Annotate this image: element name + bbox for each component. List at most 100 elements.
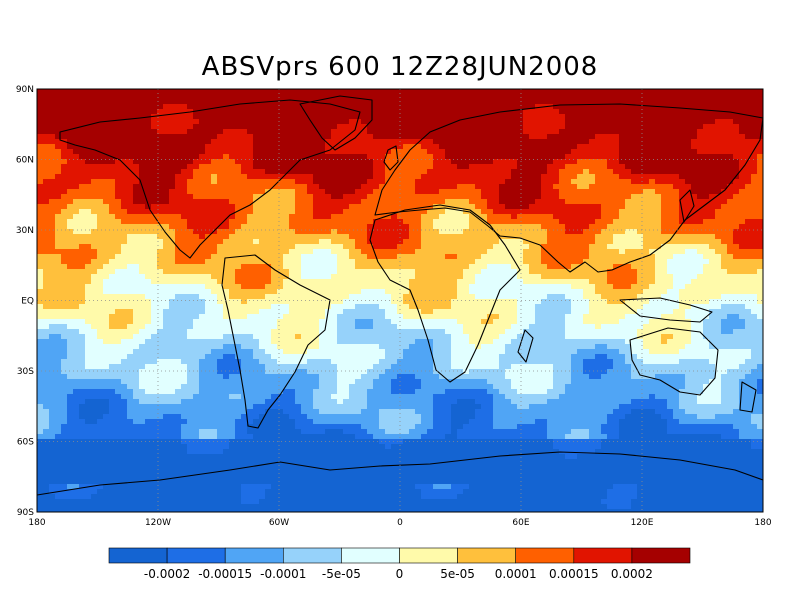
field-cell	[259, 219, 266, 225]
field-cell	[133, 99, 140, 105]
field-cell	[67, 219, 74, 225]
field-cell	[709, 154, 716, 160]
field-cell	[571, 144, 578, 150]
field-cell	[139, 199, 146, 205]
field-cell	[133, 274, 140, 280]
field-cell	[253, 124, 260, 130]
field-cell	[541, 234, 548, 240]
field-cell	[385, 234, 392, 240]
field-cell	[139, 244, 146, 250]
field-cell	[643, 114, 650, 120]
field-cell	[307, 214, 314, 220]
field-cell	[697, 184, 704, 190]
field-cell	[283, 259, 290, 265]
field-cell	[421, 289, 428, 295]
field-cell	[583, 179, 590, 185]
field-cell	[163, 194, 170, 200]
field-cell	[91, 254, 98, 260]
field-cell	[583, 149, 590, 155]
field-cell	[277, 94, 284, 100]
field-cell	[115, 259, 122, 265]
field-cell	[457, 244, 464, 250]
field-cell	[325, 264, 332, 270]
field-cell	[667, 89, 674, 95]
field-cell	[151, 159, 158, 165]
field-cell	[271, 259, 278, 265]
field-cell	[409, 194, 416, 200]
field-cell	[679, 274, 686, 280]
field-cell	[727, 119, 734, 125]
field-cell	[721, 134, 728, 140]
field-cell	[559, 159, 566, 165]
field-cell	[589, 269, 596, 275]
field-cell	[283, 194, 290, 200]
field-cell	[445, 174, 452, 180]
field-cell	[349, 149, 356, 155]
field-cell	[379, 234, 386, 240]
field-cell	[193, 134, 200, 140]
field-cell	[451, 189, 458, 195]
field-cell	[271, 229, 278, 235]
field-cell	[61, 239, 68, 245]
field-cell	[619, 129, 626, 135]
field-cell	[199, 179, 206, 185]
field-cell	[343, 279, 350, 285]
field-cell	[463, 204, 470, 210]
field-cell	[571, 239, 578, 245]
field-cell	[127, 254, 134, 260]
field-cell	[481, 209, 488, 215]
field-cell	[367, 149, 374, 155]
field-cell	[247, 269, 254, 275]
field-cell	[721, 144, 728, 150]
field-cell	[169, 269, 176, 275]
field-cell	[595, 259, 602, 265]
field-cell	[481, 104, 488, 110]
field-cell	[535, 254, 542, 260]
field-cell	[319, 259, 326, 265]
field-cell	[709, 134, 716, 140]
field-cell	[295, 204, 302, 210]
field-cell	[667, 114, 674, 120]
field-cell	[685, 254, 692, 260]
field-cell	[733, 199, 740, 205]
field-cell	[553, 99, 560, 105]
field-cell	[685, 99, 692, 105]
field-cell	[745, 94, 752, 100]
field-cell	[517, 89, 524, 95]
field-cell	[523, 289, 530, 295]
field-cell	[475, 174, 482, 180]
field-cell	[373, 249, 380, 255]
field-cell	[535, 239, 542, 245]
field-cell	[595, 114, 602, 120]
field-cell	[523, 219, 530, 225]
field-cell	[673, 164, 680, 170]
field-cell	[355, 94, 362, 100]
field-cell	[475, 94, 482, 100]
field-cell	[181, 239, 188, 245]
field-cell	[49, 94, 56, 100]
field-cell	[277, 279, 284, 285]
field-cell	[355, 204, 362, 210]
field-cell	[253, 94, 260, 100]
field-cell	[529, 134, 536, 140]
field-cell	[427, 124, 434, 130]
field-cell	[427, 274, 434, 280]
field-cell	[643, 89, 650, 95]
field-cell	[547, 234, 554, 240]
field-cell	[121, 119, 128, 125]
field-cell	[163, 294, 170, 300]
field-cell	[391, 259, 398, 265]
field-cell	[385, 154, 392, 160]
field-cell	[583, 289, 590, 295]
field-cell	[703, 244, 710, 250]
field-cell	[259, 254, 266, 260]
field-cell	[691, 274, 698, 280]
field-cell	[97, 134, 104, 140]
field-cell	[457, 189, 464, 195]
field-cell	[241, 179, 248, 185]
field-cell	[325, 239, 332, 245]
field-cell	[745, 119, 752, 125]
field-cell	[607, 204, 614, 210]
field-cell	[625, 219, 632, 225]
field-cell	[91, 114, 98, 120]
